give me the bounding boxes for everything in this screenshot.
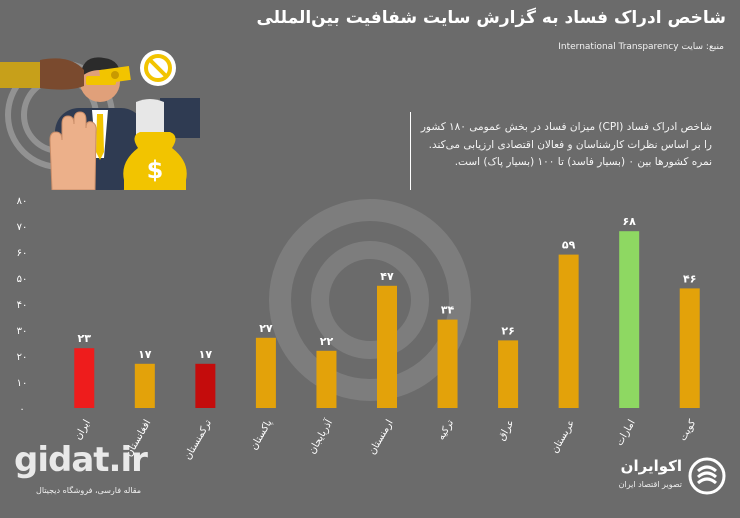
- bar: [498, 340, 519, 408]
- y-tick-label: ۸۰: [17, 196, 28, 207]
- y-tick-label: ۴۰: [17, 300, 28, 311]
- x-category-label: ترکیه: [436, 418, 456, 442]
- description-divider: [410, 112, 411, 190]
- stop-hand: [49, 111, 97, 190]
- bribery-illustration: $: [0, 50, 200, 190]
- y-tick-label: ۶۰: [17, 248, 28, 259]
- x-category-label: ارمنستان: [367, 418, 396, 457]
- bar: [679, 288, 700, 408]
- bar: [195, 363, 216, 408]
- logo-tagline: تصویر اقتصاد ایران: [618, 480, 682, 489]
- bar: [316, 350, 337, 408]
- description-box: شاخص ادراک فساد (CPI) میزان فساد در بخش …: [412, 119, 712, 172]
- bar: [377, 285, 397, 408]
- description-line-2: را بر اساس نظرات کارشناسان و فعالان اقتص…: [428, 138, 712, 151]
- right-sleeve-hand: [136, 98, 200, 138]
- chart-title: شاخص ادراک فساد به گزارش سایت شفافیت بین…: [256, 8, 726, 28]
- x-category-label: عربستان: [549, 418, 577, 455]
- gidat-watermark: gidat.ir مقاله فارسی، فروشگاه دیجیتال: [14, 440, 174, 504]
- bar-value-label: ۱۷: [138, 348, 152, 361]
- bar: [619, 231, 640, 408]
- bar: [437, 319, 458, 408]
- y-tick-label: ۲۰: [17, 352, 28, 363]
- y-axis: ۰ ۱۰ ۲۰ ۳۰ ۴۰ ۵۰ ۶۰ ۷۰ ۸۰: [17, 196, 28, 415]
- bar: [134, 363, 155, 408]
- ecoiran-logo: اکوایران تصویر اقتصاد ایران: [600, 455, 730, 499]
- x-category-label: ایران: [73, 418, 93, 442]
- bar: [255, 337, 276, 408]
- watermark-name: gidat.ir: [14, 440, 148, 480]
- y-tick-label: ۷۰: [17, 222, 28, 233]
- description-line-1: شاخص ادراک فساد (CPI) میزان فساد در بخش …: [420, 121, 712, 133]
- logo-name: اکوایران: [620, 457, 682, 475]
- bar: [74, 348, 95, 408]
- x-category-label: پاکستان: [249, 418, 275, 452]
- bar-value-label: ۳۴: [441, 304, 455, 317]
- y-tick-label: ۳۰: [17, 326, 28, 337]
- bar-value-label: ۲۳: [78, 332, 92, 345]
- bar-value-label: ۴۶: [683, 272, 696, 285]
- x-category-label: کویت: [678, 418, 699, 443]
- y-tick-label: ۵۰: [17, 274, 28, 285]
- bar-value-label: ۵۹: [562, 239, 576, 252]
- bar-value-label: ۱۷: [199, 348, 213, 361]
- cpi-bar-chart: ۰ ۱۰ ۲۰ ۳۰ ۴۰ ۵۰ ۶۰ ۷۰ ۸۰ ۲۳ ۱۷ ۱۷ ۲۷ ۲۲ ۴۷ ۳۴ ۲۶ ۵۹ ۶۸ ۴۶…: [17, 196, 700, 462]
- left-sleeve-hand: [0, 58, 84, 90]
- svg-text:$: $: [147, 156, 164, 184]
- x-category-label: امارات: [614, 418, 638, 448]
- bar-value-label: ۶۸: [622, 215, 636, 228]
- chart-watermark-logo: [269, 199, 471, 401]
- y-tick-label: ۱۰: [17, 378, 28, 389]
- watermark-tagline: مقاله فارسی، فروشگاه دیجیتال: [36, 486, 142, 495]
- bar-value-label: ۲۲: [320, 335, 334, 348]
- description-line-3: نمره کشورها بین ۰ (بسیار فاسد) تا ۱۰۰ (ب…: [454, 156, 712, 168]
- bar: [558, 254, 579, 408]
- bars: ۲۳ ۱۷ ۱۷ ۲۷ ۲۲ ۴۷ ۳۴ ۲۶ ۵۹ ۶۸ ۴۶: [74, 215, 700, 408]
- bar-value-label: ۲۷: [259, 322, 273, 335]
- source-note: منبع: سایت International Transparency: [558, 42, 724, 52]
- bar-value-label: ۴۷: [380, 270, 394, 283]
- bar-value-label: ۲۶: [501, 324, 514, 337]
- x-category-label: ترکمنستان: [182, 418, 214, 462]
- ecoiran-logo-icon: [688, 457, 726, 495]
- money-bag-icon: $: [123, 132, 187, 190]
- x-category-label: عراق: [496, 418, 517, 443]
- x-category-label: آذربایجان: [305, 416, 336, 456]
- money-bill-top: [99, 65, 131, 85]
- no-sign-icon: [140, 50, 176, 86]
- y-tick-label: ۰: [19, 404, 24, 415]
